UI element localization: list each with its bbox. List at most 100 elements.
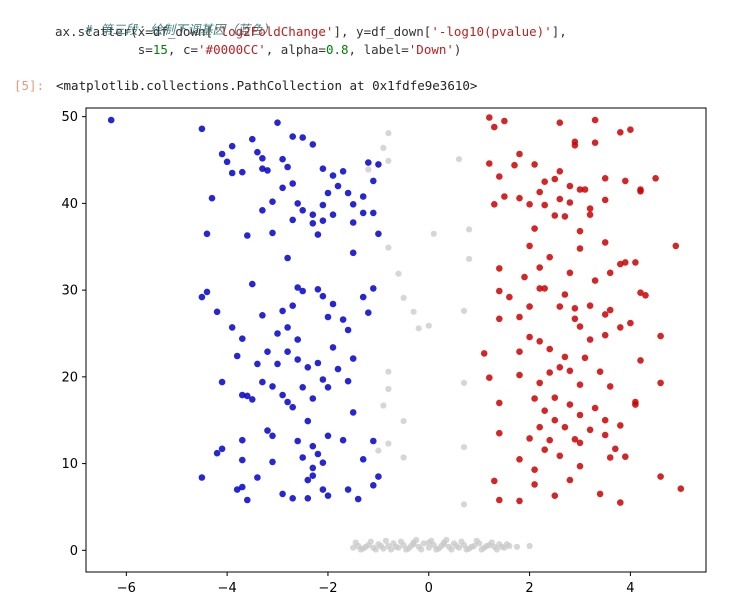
scatter-point	[516, 194, 523, 202]
scatter-point	[493, 546, 500, 553]
scatter-point	[483, 542, 490, 550]
scatter-point	[486, 114, 493, 121]
y-tick-label: 0	[70, 544, 78, 559]
scatter-point	[218, 150, 226, 158]
scatter-point	[309, 395, 317, 402]
scatter-point	[601, 431, 609, 439]
scatter-point	[380, 144, 387, 151]
scatter-point	[526, 435, 533, 442]
scatter-point	[239, 335, 246, 342]
scatter-point	[359, 293, 367, 301]
code-string: '#0000CC'	[198, 42, 266, 57]
scatter-point	[501, 117, 508, 125]
scatter-point	[274, 330, 281, 337]
scatter-point	[488, 539, 495, 546]
scatter-point	[329, 211, 337, 218]
scatter-point	[576, 186, 584, 193]
scatter-point	[556, 119, 564, 126]
scatter-point	[198, 125, 206, 133]
scatter-point	[213, 449, 221, 457]
scatter-point	[420, 540, 427, 547]
scatter-point	[324, 492, 332, 500]
scatter-point	[433, 546, 440, 553]
scatter-point	[309, 141, 317, 148]
scatter-point	[486, 374, 493, 382]
scatter-point	[596, 368, 604, 376]
scatter-point	[516, 150, 523, 158]
scatter-point	[269, 198, 276, 205]
scatter-point	[372, 546, 379, 553]
scatter-point	[551, 175, 559, 183]
scatter-point	[491, 123, 498, 131]
scatter-point	[566, 367, 574, 375]
scatter-point	[352, 539, 359, 546]
scatter-point	[294, 284, 302, 291]
scatter-point	[425, 544, 432, 551]
scatter-point	[516, 313, 523, 321]
code-text: )	[453, 42, 462, 57]
scatter-point	[370, 482, 377, 489]
scatter-point	[546, 345, 553, 353]
scatter-point	[319, 165, 327, 172]
x-tick-label: 0	[425, 581, 433, 596]
scatter-point	[299, 134, 307, 141]
scatter-point	[561, 353, 569, 361]
scatter-point	[309, 464, 317, 472]
scatter-point	[344, 486, 352, 493]
scatter-point	[637, 188, 644, 195]
scatter-point	[586, 211, 594, 218]
x-tick-label: −6	[117, 581, 136, 596]
code-text: s=	[55, 42, 153, 57]
scatter-point	[359, 209, 367, 217]
scatter-point	[339, 436, 347, 444]
scatter-point	[491, 201, 498, 208]
scatter-point	[561, 213, 569, 220]
x-tick-label: 4	[626, 581, 634, 596]
scatter-point	[294, 437, 302, 445]
scatter-point	[314, 450, 322, 458]
scatter-point	[380, 402, 387, 409]
y-tick-label: 10	[61, 457, 78, 472]
code-comment-line: # 第三段：绘制下调基因（蓝色）	[55, 6, 275, 54]
scatter-point	[304, 495, 312, 502]
scatter-point	[365, 159, 372, 166]
scatter-point	[385, 157, 392, 164]
scatter-point	[460, 444, 468, 451]
scatter-point	[521, 273, 528, 281]
scatter-point	[591, 116, 599, 124]
scatter-point	[501, 193, 508, 200]
scatter-point	[425, 539, 432, 546]
scatter-point	[324, 189, 332, 197]
scatter-point	[466, 226, 473, 233]
code-cell[interactable]: # 第三段：绘制下调基因（蓝色） ax.scatter(x=df_down['l…	[0, 0, 733, 62]
scatter-point	[319, 376, 327, 383]
scatter-point	[531, 481, 538, 488]
scatter-point	[239, 436, 246, 444]
scatter-point	[672, 242, 680, 250]
scatter-point	[586, 205, 594, 212]
scatter-point	[556, 168, 564, 175]
scatter-point	[506, 293, 513, 301]
scatter-point	[269, 458, 276, 466]
scatter-point	[289, 403, 297, 411]
scatter-point	[279, 184, 286, 192]
scatter-point	[319, 486, 327, 493]
scatter-point	[339, 316, 347, 323]
scatter-point	[556, 452, 564, 460]
scatter-point	[324, 384, 332, 391]
scatter-point	[410, 308, 417, 315]
scatter-point	[208, 194, 216, 202]
scatter-point	[536, 338, 543, 345]
scatter-point	[430, 230, 437, 237]
scatter-point	[460, 307, 468, 314]
scatter-point	[601, 239, 609, 246]
scatter-point	[289, 133, 297, 140]
scatter-point	[496, 173, 503, 180]
scatter-point	[576, 227, 584, 235]
scatter-point	[403, 546, 410, 553]
scatter-point	[395, 270, 402, 277]
scatter-point	[370, 437, 377, 445]
scatter-point	[486, 160, 493, 167]
code-string: 'log2FoldChange'	[213, 24, 334, 39]
scatter-point	[576, 323, 584, 330]
